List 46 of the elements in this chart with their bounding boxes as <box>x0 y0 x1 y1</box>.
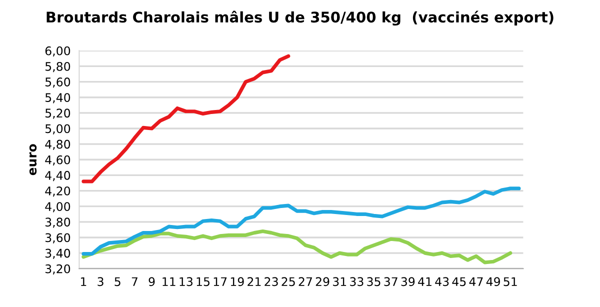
x-tick-label: 49 <box>486 277 500 286</box>
y-tick-label: 3,60 <box>45 233 70 244</box>
x-tick-label: 39 <box>401 277 415 286</box>
x-tick-label: 3 <box>98 277 104 286</box>
y-tick-label: 3,80 <box>45 218 70 228</box>
x-tick-label: 23 <box>264 277 278 286</box>
x-tick-label: 13 <box>180 277 192 286</box>
x-tick-label: 47 <box>469 277 483 286</box>
x-tick-label: 21 <box>248 277 261 286</box>
line-series <box>82 186 521 256</box>
x-tick-label: 17 <box>214 277 227 286</box>
x-tick-label: 1 <box>81 277 86 286</box>
x-tick-label: 5 <box>114 277 120 286</box>
y-tick-label: 4,00 <box>45 202 70 212</box>
y-tick-label: 6,00 <box>45 46 70 57</box>
y-tick-label: 3,20 <box>45 264 70 274</box>
y-tick-label: 5,60 <box>45 78 70 88</box>
x-tick-label: 37 <box>384 277 398 286</box>
x-tick-label: 19 <box>230 277 244 286</box>
x-tick-label: 7 <box>132 277 138 286</box>
y-tick-label: 5,80 <box>45 62 70 72</box>
y-axis-title: euro <box>29 144 37 176</box>
x-tick-label: 25 <box>282 277 295 286</box>
line-series <box>82 229 512 264</box>
x-tick-label: 31 <box>333 277 346 286</box>
y-tick-label: 3,40 <box>45 248 70 259</box>
x-tick-label: 11 <box>162 277 176 286</box>
x-tick-label: 45 <box>452 277 466 286</box>
y-tick-label: 4,60 <box>45 155 70 166</box>
x-tick-label: 29 <box>316 277 330 286</box>
x-tick-label: 51 <box>504 277 517 286</box>
y-tick-label: 4,40 <box>45 170 70 182</box>
x-tick-label: 27 <box>298 277 312 286</box>
x-tick-label: 41 <box>418 277 432 286</box>
y-tick-label: 5,00 <box>45 124 70 134</box>
x-tick-label: 9 <box>148 277 155 286</box>
y-tick-label: 4,20 <box>45 186 70 197</box>
x-tick-label: 33 <box>350 277 364 286</box>
line-series <box>82 54 290 184</box>
y-tick-label: 5,40 <box>45 93 70 104</box>
x-tick-label: 43 <box>435 277 449 286</box>
y-tick-label: 4,80 <box>45 140 70 150</box>
chart-title: Broutards Charolais mâles U de 350/400 kg (vaccinés export) <box>46 10 554 26</box>
x-tick-label: 15 <box>196 277 210 286</box>
y-tick-label: 5,20 <box>45 108 70 119</box>
x-tick-label: 35 <box>367 277 380 286</box>
